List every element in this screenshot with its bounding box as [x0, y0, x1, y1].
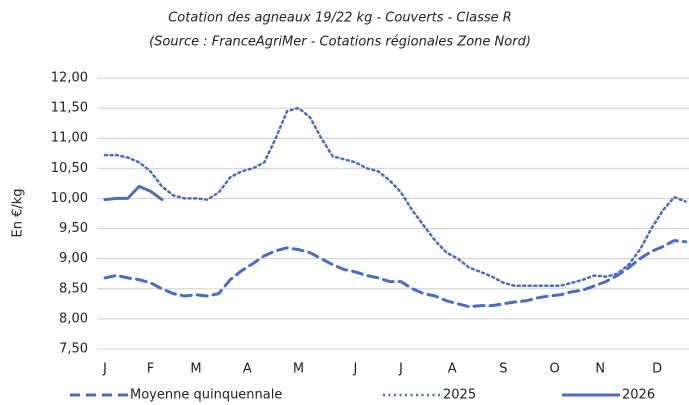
x-tick-label: J	[102, 362, 107, 377]
y-axis-label: En €/kg	[11, 188, 26, 237]
y-tick-label: 8,50	[59, 281, 88, 296]
x-tick-label: A	[243, 362, 252, 377]
x-tick-label: A	[448, 362, 457, 377]
y-tick-label: 9,00	[59, 251, 88, 266]
x-tick-label: O	[550, 362, 560, 377]
x-tick-label: J	[398, 362, 403, 377]
y-tick-label: 12,00	[51, 71, 88, 86]
series-line	[103, 106, 687, 288]
legend-label: Moyenne quinquennale	[130, 388, 282, 403]
series-line	[103, 184, 164, 202]
x-tick-label: S	[499, 362, 507, 377]
x-tick-label: M	[293, 362, 304, 377]
x-tick-label: J	[353, 362, 358, 377]
y-tick-label: 8,00	[59, 311, 88, 326]
x-tick-label: F	[147, 362, 154, 377]
y-tick-label: 11,00	[51, 131, 88, 146]
x-tick-label: M	[190, 362, 201, 377]
y-tick-label: 10,50	[51, 161, 88, 176]
y-tick-label: 9,50	[59, 221, 88, 236]
x-tick-label: N	[595, 362, 605, 377]
chart-title: Cotation des agneaux 19/22 kg - Couverts…	[168, 11, 512, 26]
y-tick-label: 11,50	[51, 101, 88, 116]
x-tick-label: D	[652, 362, 662, 377]
legend-label: 2025	[443, 388, 476, 403]
series-line	[103, 239, 688, 309]
chart-subtitle: (Source : FranceAgriMer - Cotations régi…	[149, 35, 531, 50]
legend-label: 2026	[622, 388, 655, 403]
y-tick-label: 7,50	[59, 342, 88, 357]
y-tick-label: 10,00	[51, 191, 88, 206]
